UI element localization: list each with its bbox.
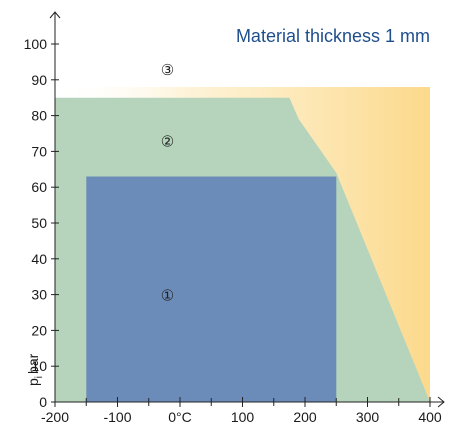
x-tick-label: 100 xyxy=(231,409,255,425)
y-tick-label: 90 xyxy=(31,72,47,88)
y-axis-label-unit: bar xyxy=(25,353,41,374)
y-tick-label: 30 xyxy=(31,287,47,303)
y-tick-label: 80 xyxy=(31,108,47,124)
x-tick-label: 400 xyxy=(418,409,442,425)
x-tick-label: 0°C xyxy=(168,409,192,425)
x-tick-label: 200 xyxy=(293,409,317,425)
region-zone-1 xyxy=(86,177,336,403)
regions-layer xyxy=(55,87,430,402)
zone-label-2: ② xyxy=(161,134,174,151)
y-tick-label: 0 xyxy=(39,394,47,410)
y-axis-label-subscript: i xyxy=(34,376,45,378)
y-tick-label: 50 xyxy=(31,215,47,231)
chart-title: Material thickness 1 mm xyxy=(236,26,430,46)
y-axis-label-symbol: p xyxy=(25,378,41,386)
y-tick-label: 60 xyxy=(31,179,47,195)
zone-label-1: ① xyxy=(161,288,174,305)
y-tick-label: 70 xyxy=(31,143,47,159)
zone-label-3: ③ xyxy=(161,62,174,79)
x-tick-label: -200 xyxy=(41,409,69,425)
x-tick-label: -100 xyxy=(103,409,131,425)
y-tick-label: 100 xyxy=(24,36,48,52)
x-tick-label: 300 xyxy=(356,409,380,425)
y-tick-label: 40 xyxy=(31,251,47,267)
y-tick-label: 20 xyxy=(31,322,47,338)
